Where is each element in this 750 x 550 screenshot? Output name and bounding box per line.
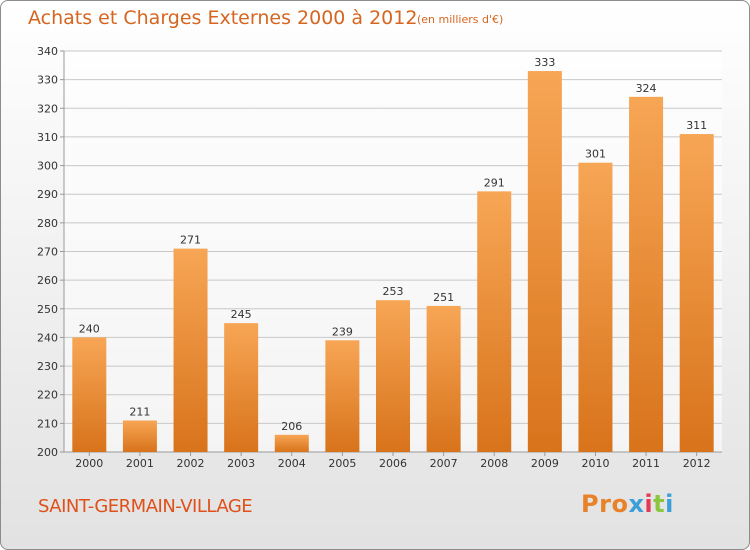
data-label: 301 — [585, 148, 606, 161]
bar — [426, 305, 461, 452]
y-tick-label: 210 — [37, 417, 58, 430]
x-tick-label: 2004 — [278, 457, 306, 470]
bar — [578, 162, 613, 452]
x-tick-label: 2008 — [480, 457, 508, 470]
bar — [376, 300, 410, 452]
data-label: 311 — [686, 119, 707, 132]
y-tick-label: 330 — [37, 74, 58, 87]
y-tick-label: 230 — [37, 360, 58, 373]
y-tick-label: 280 — [37, 217, 58, 230]
data-label: 240 — [79, 322, 100, 335]
x-tick-label: 2001 — [126, 457, 154, 470]
data-label: 253 — [383, 285, 404, 298]
y-tick-label: 290 — [37, 188, 58, 201]
x-tick-label: 2000 — [75, 457, 103, 470]
x-tick-label: 2006 — [379, 457, 407, 470]
data-label: 206 — [281, 420, 302, 433]
y-tick-label: 240 — [37, 331, 58, 344]
bar — [325, 340, 360, 452]
x-tick-label: 2002 — [177, 457, 205, 470]
data-label: 239 — [332, 325, 353, 338]
data-label: 251 — [433, 291, 454, 304]
data-label: 211 — [129, 405, 150, 418]
y-tick-label: 200 — [37, 446, 58, 459]
y-tick-label: 260 — [37, 274, 58, 287]
x-tick-label: 2005 — [328, 457, 356, 470]
y-tick-label: 220 — [37, 389, 58, 402]
chart-title: Achats et Charges Externes 2000 à 2012 — [28, 7, 418, 29]
x-tick-label: 2011 — [632, 457, 660, 470]
y-tick-label: 270 — [37, 246, 58, 259]
bar — [679, 134, 714, 453]
bar — [72, 337, 107, 452]
y-tick-label: 300 — [37, 160, 58, 173]
proxiti-logo: Proxiti — [581, 490, 674, 518]
commune-name: SAINT-GERMAIN-VILLAGE — [38, 496, 253, 517]
y-tick-label: 320 — [37, 102, 58, 115]
data-label: 291 — [484, 176, 505, 189]
x-tick-label: 2010 — [581, 457, 609, 470]
bar — [629, 96, 664, 452]
data-label: 333 — [534, 56, 555, 69]
bar — [527, 71, 562, 453]
bar — [173, 248, 208, 452]
chart-unit: (en milliers d'€) — [417, 13, 504, 26]
y-tick-label: 340 — [37, 45, 58, 58]
data-label: 271 — [180, 234, 201, 247]
x-tick-label: 2009 — [531, 457, 559, 470]
data-label: 324 — [636, 82, 657, 95]
bar — [224, 323, 259, 452]
y-tick-label: 250 — [37, 303, 58, 316]
x-tick-label: 2012 — [683, 457, 711, 470]
bar — [122, 420, 157, 452]
bar — [274, 434, 309, 452]
y-tick-label: 310 — [37, 131, 58, 144]
data-label: 245 — [231, 308, 252, 321]
x-tick-label: 2007 — [430, 457, 458, 470]
x-tick-label: 2003 — [227, 457, 255, 470]
bar — [477, 191, 512, 452]
